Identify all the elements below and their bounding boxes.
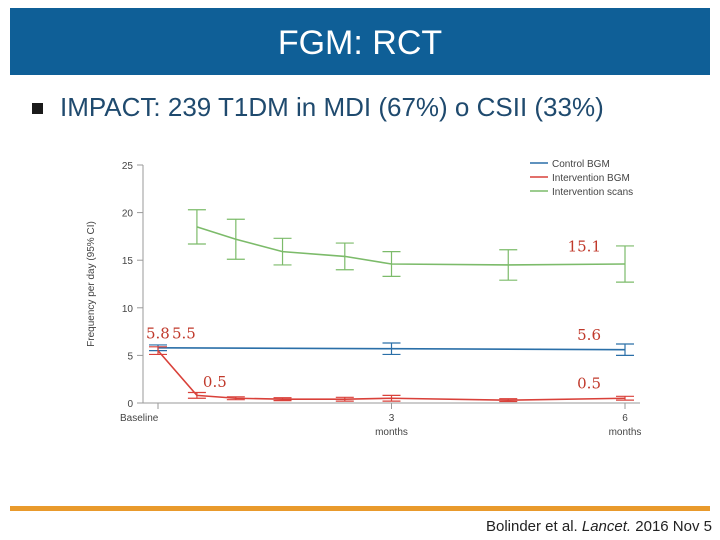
x-tick-label: 3 — [389, 413, 395, 424]
bullet-text: IMPACT: 239 T1DM in MDI (67%) o CSII (33… — [60, 92, 604, 122]
y-axis-label: Frequency per day (95% CI) — [86, 221, 97, 347]
value-annotation: 5.5 — [172, 324, 196, 342]
legend-label: Intervention BGM — [552, 173, 630, 184]
citation: Bolinder et al. Lancet. 2016 Nov 5 — [486, 518, 712, 535]
x-tick-sublabel: months — [375, 427, 408, 438]
legend-label: Control BGM — [552, 159, 610, 170]
value-annotation: 0.5 — [203, 373, 227, 391]
value-annotation: 5.6 — [577, 326, 601, 344]
citation-journal: Lancet. — [581, 518, 632, 535]
x-tick-sublabel: months — [609, 427, 642, 438]
y-tick-label: 5 — [127, 351, 133, 362]
series-line — [196, 226, 626, 266]
y-tick-label: 25 — [122, 161, 134, 172]
value-annotation: 5.8 — [146, 324, 170, 342]
series-line — [157, 350, 626, 401]
y-tick-label: 15 — [122, 256, 134, 267]
x-tick-label: 6 — [622, 413, 628, 424]
footer-divider — [10, 506, 710, 511]
citation-authors: Bolinder et al. — [485, 518, 578, 535]
y-tick-label: 0 — [127, 399, 133, 410]
title-banner: FGM: RCT — [10, 8, 710, 75]
value-annotation: 15.1 — [568, 238, 601, 256]
y-tick-label: 20 — [122, 209, 134, 220]
bullet-marker-icon — [32, 103, 43, 114]
chart-plot-area: 0 5 10 15 20 25 Frequency per day (95% CI) Base… — [86, 159, 641, 438]
citation-date: 2016 Nov 5 — [635, 518, 712, 535]
y-tick-label: 10 — [122, 304, 134, 315]
slide-title: FGM: RCT — [277, 24, 443, 62]
x-tick-label: Baseline — [120, 413, 159, 424]
legend-label: Intervention scans — [552, 187, 633, 198]
value-annotation: 0.5 — [577, 375, 601, 393]
